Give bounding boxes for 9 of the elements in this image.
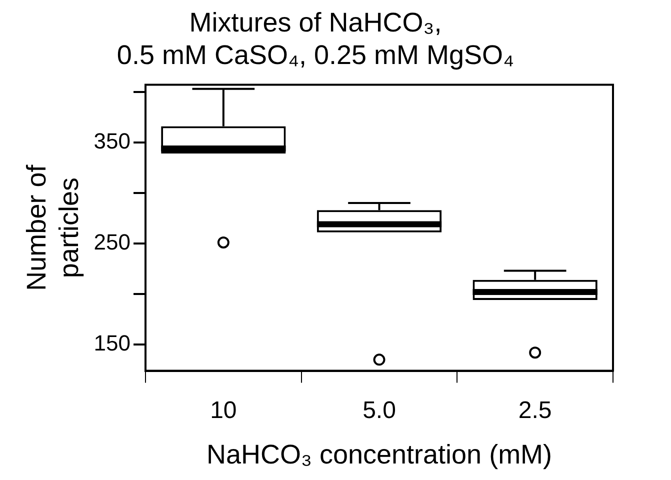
x-tick-label: 2.5	[518, 396, 552, 424]
y-tick-label: 250	[94, 230, 131, 255]
y-axis-title: Number of particles	[22, 164, 84, 291]
y-tick-label: 350	[94, 128, 131, 154]
x-tick-label: 5.0	[362, 396, 396, 424]
x-axis-title: NaHCO₃ concentration (mM)	[206, 439, 552, 470]
x-tick-label: 10	[210, 396, 237, 424]
chart-title: Mixtures of NaHCO₃, 0.5 mM CaSO₄, 0.25 mM MgSO₄	[116, 8, 514, 70]
y-tick-label: 150	[94, 330, 131, 356]
